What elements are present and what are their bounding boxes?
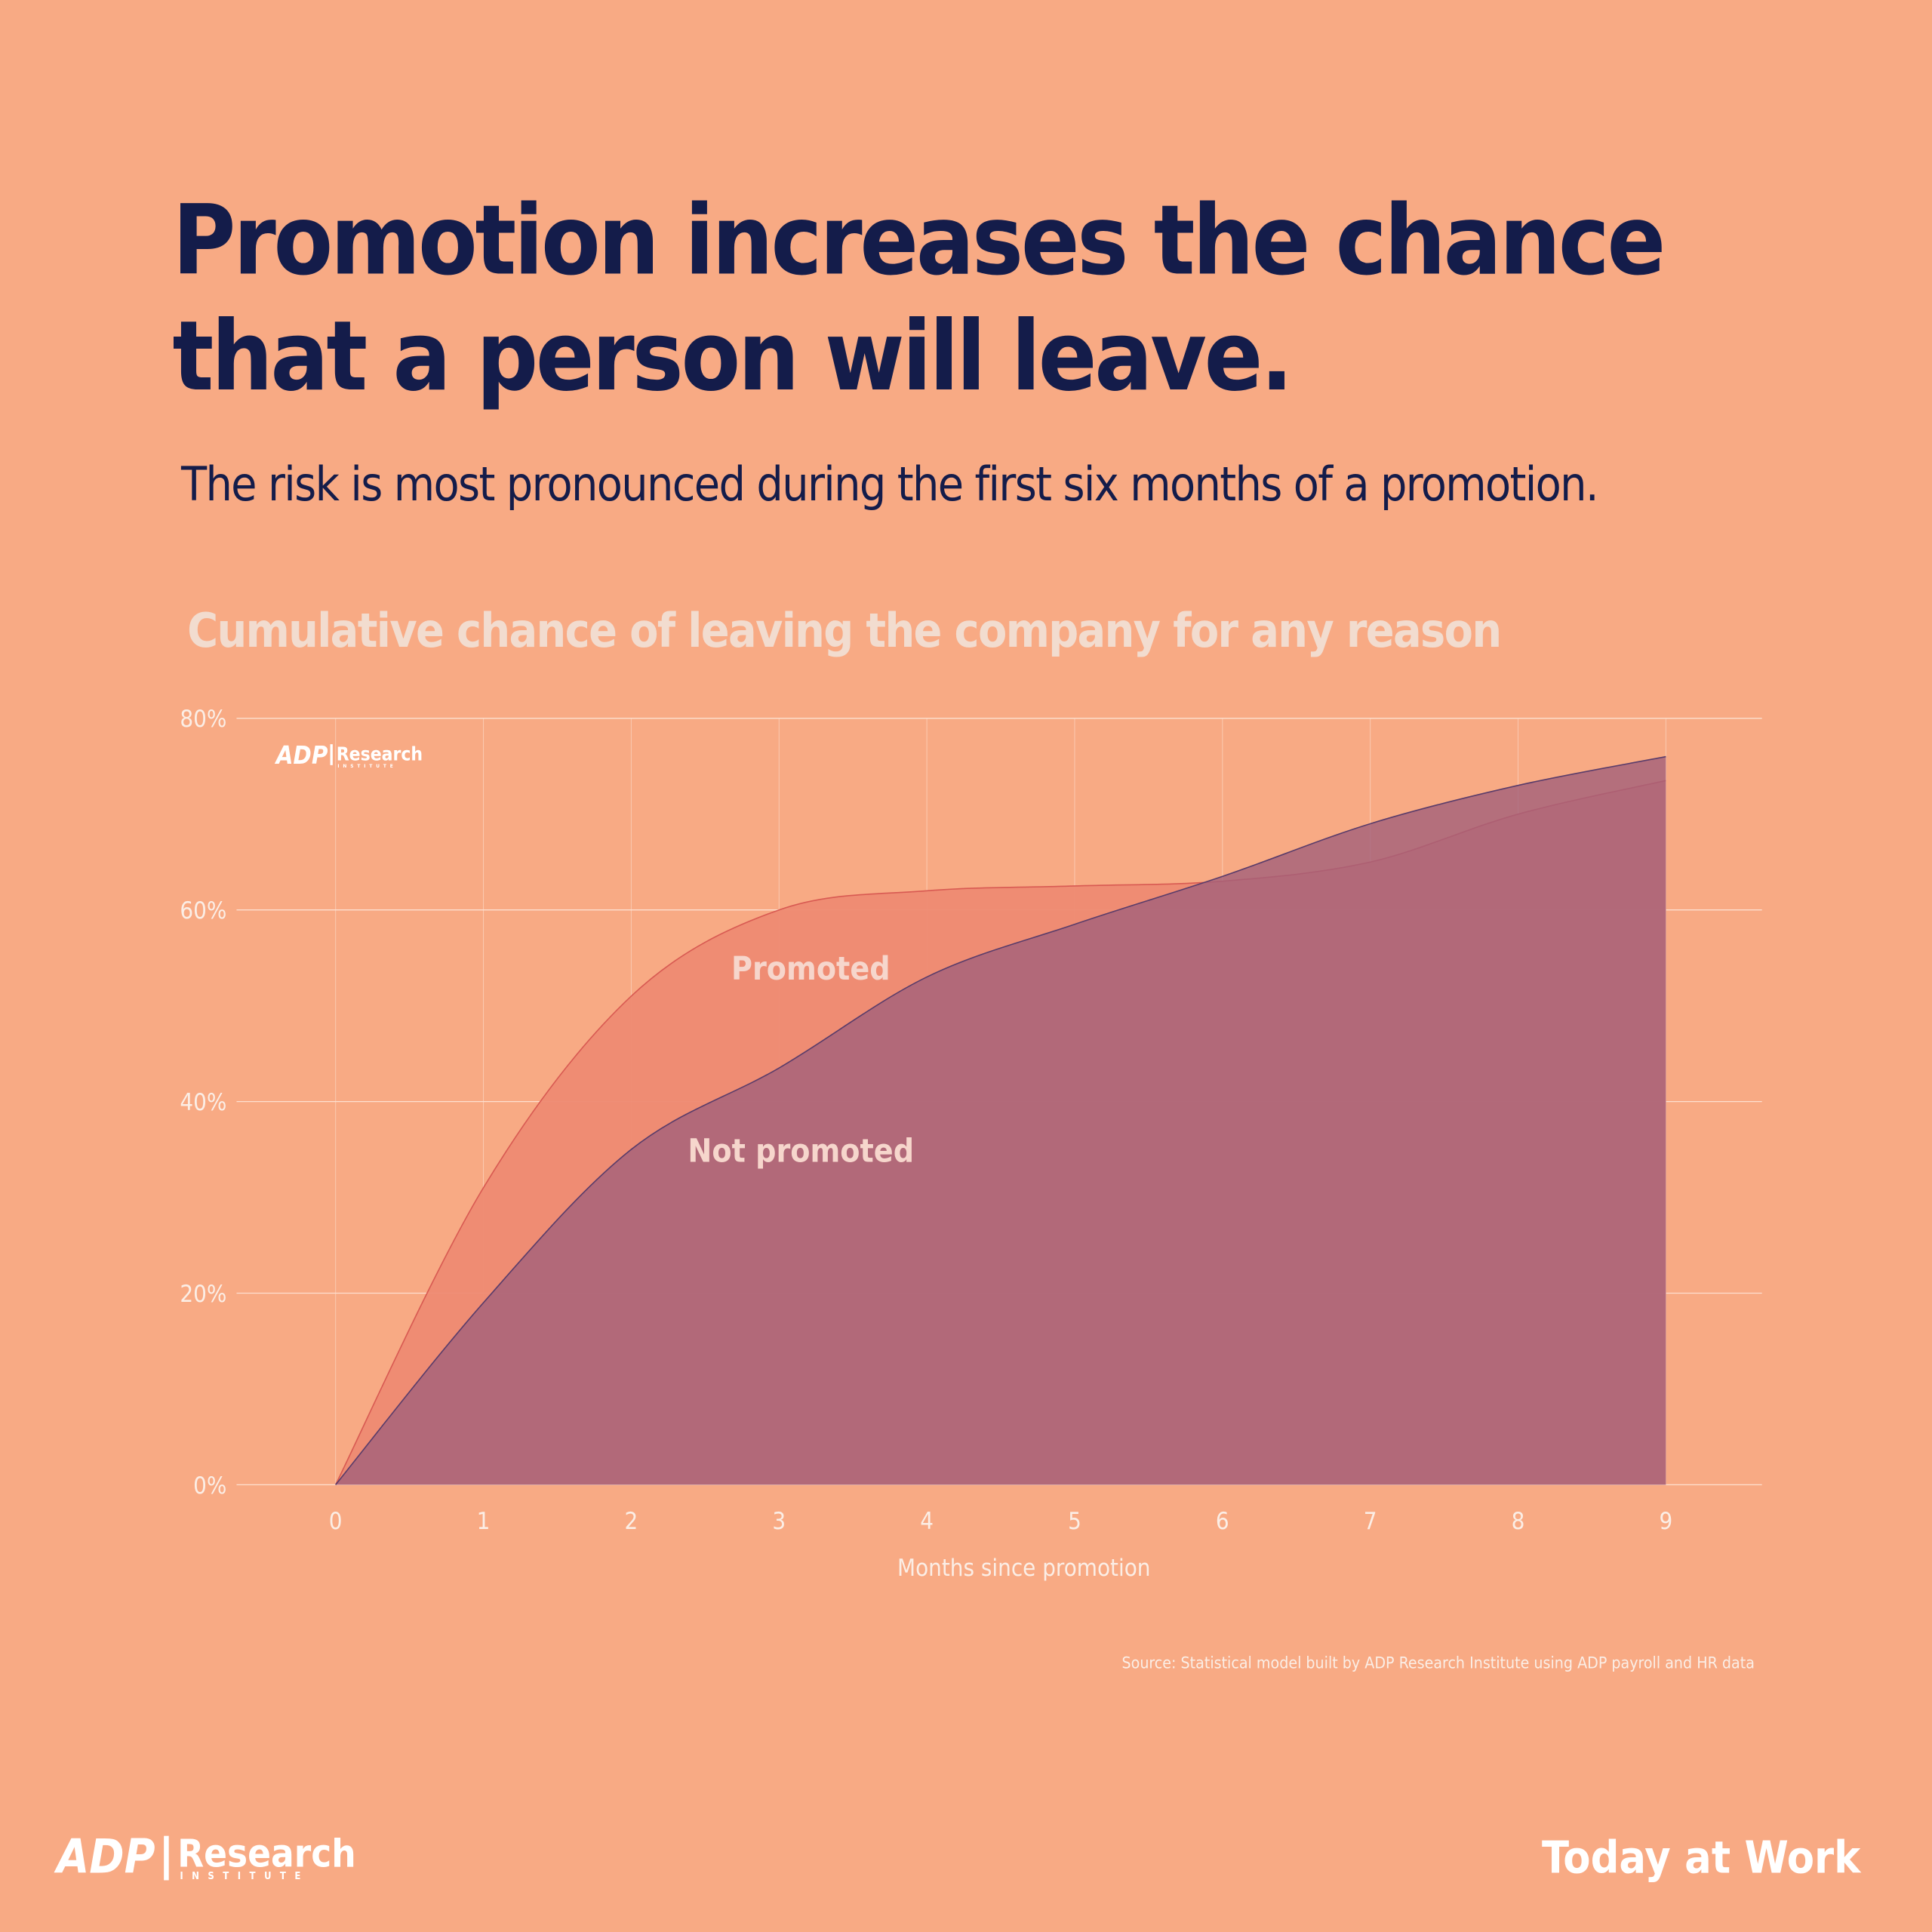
- logo-sub: INSTITUTE: [337, 763, 396, 769]
- y-tick-label: 40%: [180, 1089, 226, 1116]
- title-line: Promotion increases the chance: [173, 185, 1663, 297]
- y-tick-label: 20%: [180, 1281, 226, 1308]
- area: [335, 756, 1666, 1485]
- title-line: that a person will leave.: [173, 301, 1291, 413]
- source: Source: Statistical model built by ADP R…: [1122, 1654, 1755, 1673]
- chart-title: Cumulative chance of leaving the company…: [187, 603, 1500, 658]
- y-tick-label: 80%: [180, 706, 226, 733]
- subtitle: The risk is most pronounced during the f…: [180, 457, 1598, 512]
- x-axis-label: Months since promotion: [897, 1555, 1150, 1582]
- line: [335, 755, 1666, 1485]
- logo: ADP: [54, 1829, 155, 1884]
- logo-divider: [330, 744, 333, 765]
- chart-logo: ADP Research INSTITUTE: [275, 741, 423, 770]
- logo: ADP: [275, 741, 328, 770]
- x-tick-label: 1: [477, 1508, 491, 1535]
- y-tick-label: 0%: [193, 1472, 226, 1500]
- logo-name: Research: [337, 743, 423, 764]
- x-tick-label: 7: [1364, 1508, 1377, 1535]
- series-label: Promoted: [731, 951, 891, 988]
- x-tick-label: 0: [329, 1508, 343, 1535]
- plot: 0% 20% 40% 60% 80% 0 1 2 3 4 5 6 7 8 9 Promoted Not prom…: [180, 706, 1762, 1535]
- logo-divider: [164, 1835, 169, 1881]
- logo-sub: INSTITUTE: [180, 1871, 309, 1882]
- logo-name: Research: [177, 1831, 356, 1875]
- y-tick-label: 60%: [180, 897, 226, 924]
- footer-logo: ADP Research INSTITUTE: [54, 1829, 356, 1884]
- x-tick-label: 6: [1216, 1508, 1229, 1535]
- x-tick-label: 3: [772, 1508, 786, 1535]
- x-tick-label: 8: [1512, 1508, 1525, 1535]
- series-label: Not promoted: [688, 1134, 914, 1171]
- x-tick-label: 4: [920, 1508, 934, 1535]
- x-tick-label: 2: [625, 1508, 638, 1535]
- x-tick-label: 9: [1660, 1508, 1673, 1535]
- x-tick-label: 5: [1068, 1508, 1081, 1535]
- tagline: Today at Work: [1542, 1832, 1862, 1884]
